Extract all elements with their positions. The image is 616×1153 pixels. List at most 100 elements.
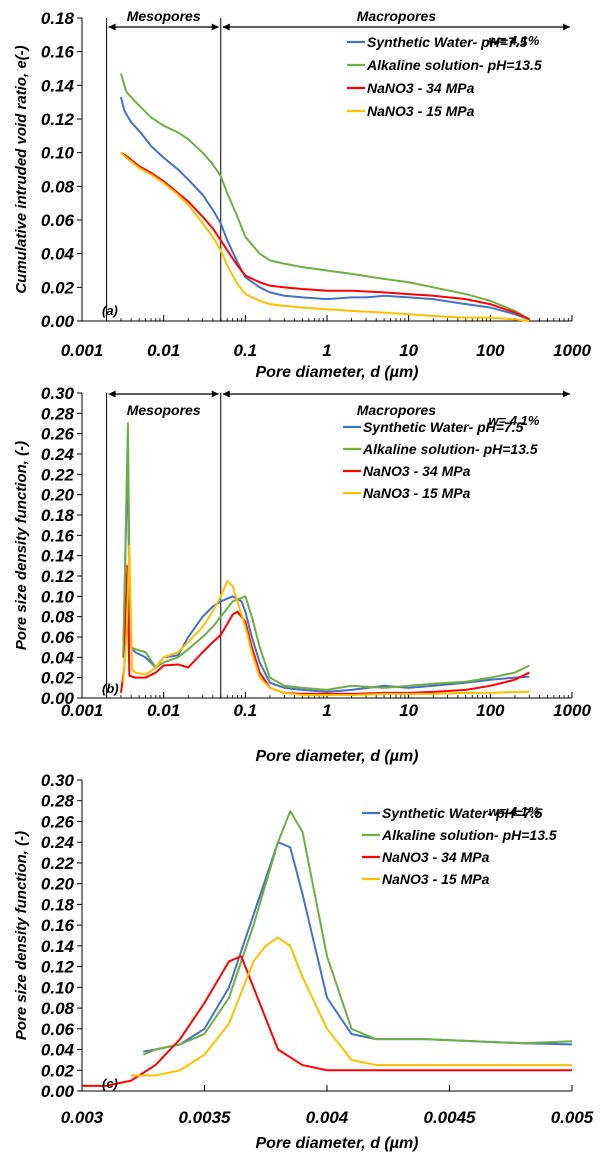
series-line-2 [142, 810, 573, 1056]
x-axis-label: Pore diameter, d (µm) [255, 364, 418, 381]
legend-label-2: Alkaline solution- pH=13.5 [381, 827, 557, 843]
series-line-2 [120, 73, 530, 321]
macropore-arrow-right [563, 390, 570, 398]
x-tick-label: 1 [322, 341, 331, 360]
macropore-arrow-left [222, 390, 230, 398]
macropores-label: Macropores [357, 8, 437, 24]
y-tick-label: 0.02 [41, 278, 75, 297]
mesopore-arrow-right [211, 23, 219, 31]
mesopore-arrow-left [108, 390, 116, 398]
y-tick-label: 0.04 [41, 245, 75, 264]
x-tick-label: 0.004 [306, 1108, 349, 1127]
x-tick-label: 1000 [553, 341, 591, 360]
macropores-label: Macropores [357, 402, 437, 418]
water-content-annotation: w= 4.1% [489, 33, 540, 48]
y-tick-label: 0.28 [41, 404, 75, 423]
legend-label-3: NaNO3 - 34 MPa [363, 463, 471, 479]
y-tick-label: 0.20 [41, 486, 75, 505]
y-tick-label: 0.26 [41, 812, 75, 831]
x-tick-label: 100 [476, 701, 505, 720]
y-tick-label: 0.02 [41, 1061, 75, 1080]
y-tick-label: 0.10 [41, 978, 75, 997]
y-tick-label: 0.08 [41, 999, 75, 1018]
y-tick-label: 0.04 [41, 1041, 75, 1060]
x-tick-label: 0.01 [147, 701, 180, 720]
series-line-4 [131, 936, 572, 1077]
y-tick-label: 0.12 [41, 110, 75, 129]
y-tick-label: 0.18 [41, 895, 75, 914]
panel-label: (a) [102, 303, 118, 318]
y-tick-label: 0.18 [41, 506, 75, 525]
y-tick-label: 0.28 [41, 792, 75, 811]
series-line-3 [82, 955, 572, 1087]
y-tick-label: 0.00 [41, 1082, 75, 1101]
macropore-arrow-left [222, 23, 230, 31]
y-tick-label: 0.10 [41, 587, 75, 606]
y-tick-label: 0.14 [41, 76, 75, 95]
water-content-annotation: w= 4.1% [489, 413, 540, 428]
chart-panel-c: 0.00 0.02 0.04 0.06 0.08 0.10 0.12 0.14 0.16 0.18… [0, 772, 616, 1153]
x-tick-label: 1 [322, 701, 331, 720]
x-tick-label: 0.001 [61, 701, 104, 720]
legend-label-1: Synthetic Water- pH=7.5 [367, 34, 528, 50]
y-tick-label: 0.06 [41, 1020, 75, 1039]
x-axis-label: Pore diameter, d (µm) [255, 748, 418, 765]
y-tick-label: 0.18 [41, 9, 75, 28]
x-tick-label: 0.1 [234, 341, 258, 360]
mesopore-arrow-left [108, 23, 116, 31]
x-tick-label: 0.0035 [179, 1108, 232, 1127]
series-line-4 [120, 151, 530, 322]
legend-label-1: Synthetic Water- pH=7.5 [363, 419, 524, 435]
y-tick-label: 0.24 [41, 445, 75, 464]
legend-label-1: Synthetic Water- pH=7.5 [382, 805, 543, 821]
y-tick-label: 0.16 [41, 916, 75, 935]
water-content-annotation: w= 4.1% [489, 804, 540, 819]
legend-label-3: NaNO3 - 34 MPa [382, 849, 490, 865]
y-axis-label: Pore size density function, (-) [13, 441, 30, 650]
y-tick-label: 0.10 [41, 144, 75, 163]
y-tick-label: 0.14 [41, 937, 75, 956]
x-tick-label: 1000 [553, 701, 591, 720]
x-tick-label: 10 [399, 701, 418, 720]
y-tick-label: 0.16 [41, 43, 75, 62]
y-tick-label: 0.08 [41, 608, 75, 627]
series-line-3 [120, 151, 530, 321]
x-tick-label: 10 [399, 341, 418, 360]
y-tick-label: 0.20 [41, 875, 75, 894]
y-axis-label: Pore size density function, (-) [13, 831, 30, 1040]
y-tick-label: 0.06 [41, 211, 75, 230]
y-tick-label: 0.24 [41, 833, 75, 852]
legend-label-2: Alkaline solution- pH=13.5 [362, 441, 538, 457]
series-line-1 [119, 96, 530, 321]
chart-panel-a: 0.00 0.02 0.04 0.06 0.08 0.10 0.12 0.14 0.16 0.18… [0, 0, 616, 385]
legend-label-4: NaNO3 - 15 MPa [363, 485, 471, 501]
series-line-3 [119, 564, 530, 695]
mesopore-arrow-right [211, 390, 219, 398]
y-tick-label: 0.12 [41, 567, 75, 586]
panel-label: (b) [102, 681, 119, 696]
series-line-4 [122, 544, 530, 696]
y-tick-label: 0.02 [41, 669, 75, 688]
y-tick-label: 0.00 [41, 312, 75, 331]
x-tick-label: 0.1 [234, 701, 258, 720]
y-tick-label: 0.26 [41, 425, 75, 444]
legend-label-4: NaNO3 - 15 MPa [382, 871, 490, 887]
mesopores-label: Mesopores [127, 402, 201, 418]
x-tick-label: 0.01 [147, 341, 180, 360]
y-tick-label: 0.04 [41, 648, 75, 667]
x-tick-label: 100 [476, 341, 505, 360]
chart-b-svg: 0.000.02 0.040.060.08 0.100.120.14 0.160.18… [13, 385, 591, 765]
y-tick-label: 0.22 [41, 465, 75, 484]
y-tick-label: 0.12 [41, 958, 75, 977]
y-tick-label: 0.30 [41, 772, 75, 790]
y-tick-label: 0.30 [41, 385, 75, 403]
legend-label-2: Alkaline solution- pH=13.5 [366, 57, 542, 73]
macropore-arrow-right [563, 23, 570, 31]
x-tick-label: 0.001 [61, 341, 104, 360]
series-line-2 [122, 422, 530, 691]
y-axis-label: Cumulative intruded void ratio, e(-) [13, 45, 30, 293]
legend-label-3: NaNO3 - 34 MPa [367, 80, 475, 96]
x-axis-label: Pore diameter, d (µm) [255, 1135, 418, 1152]
x-tick-label: 0.003 [61, 1108, 104, 1127]
chart-a-svg: 0.00 0.02 0.04 0.06 0.08 0.10 0.12 0.14 0.16 0.18… [13, 8, 591, 381]
